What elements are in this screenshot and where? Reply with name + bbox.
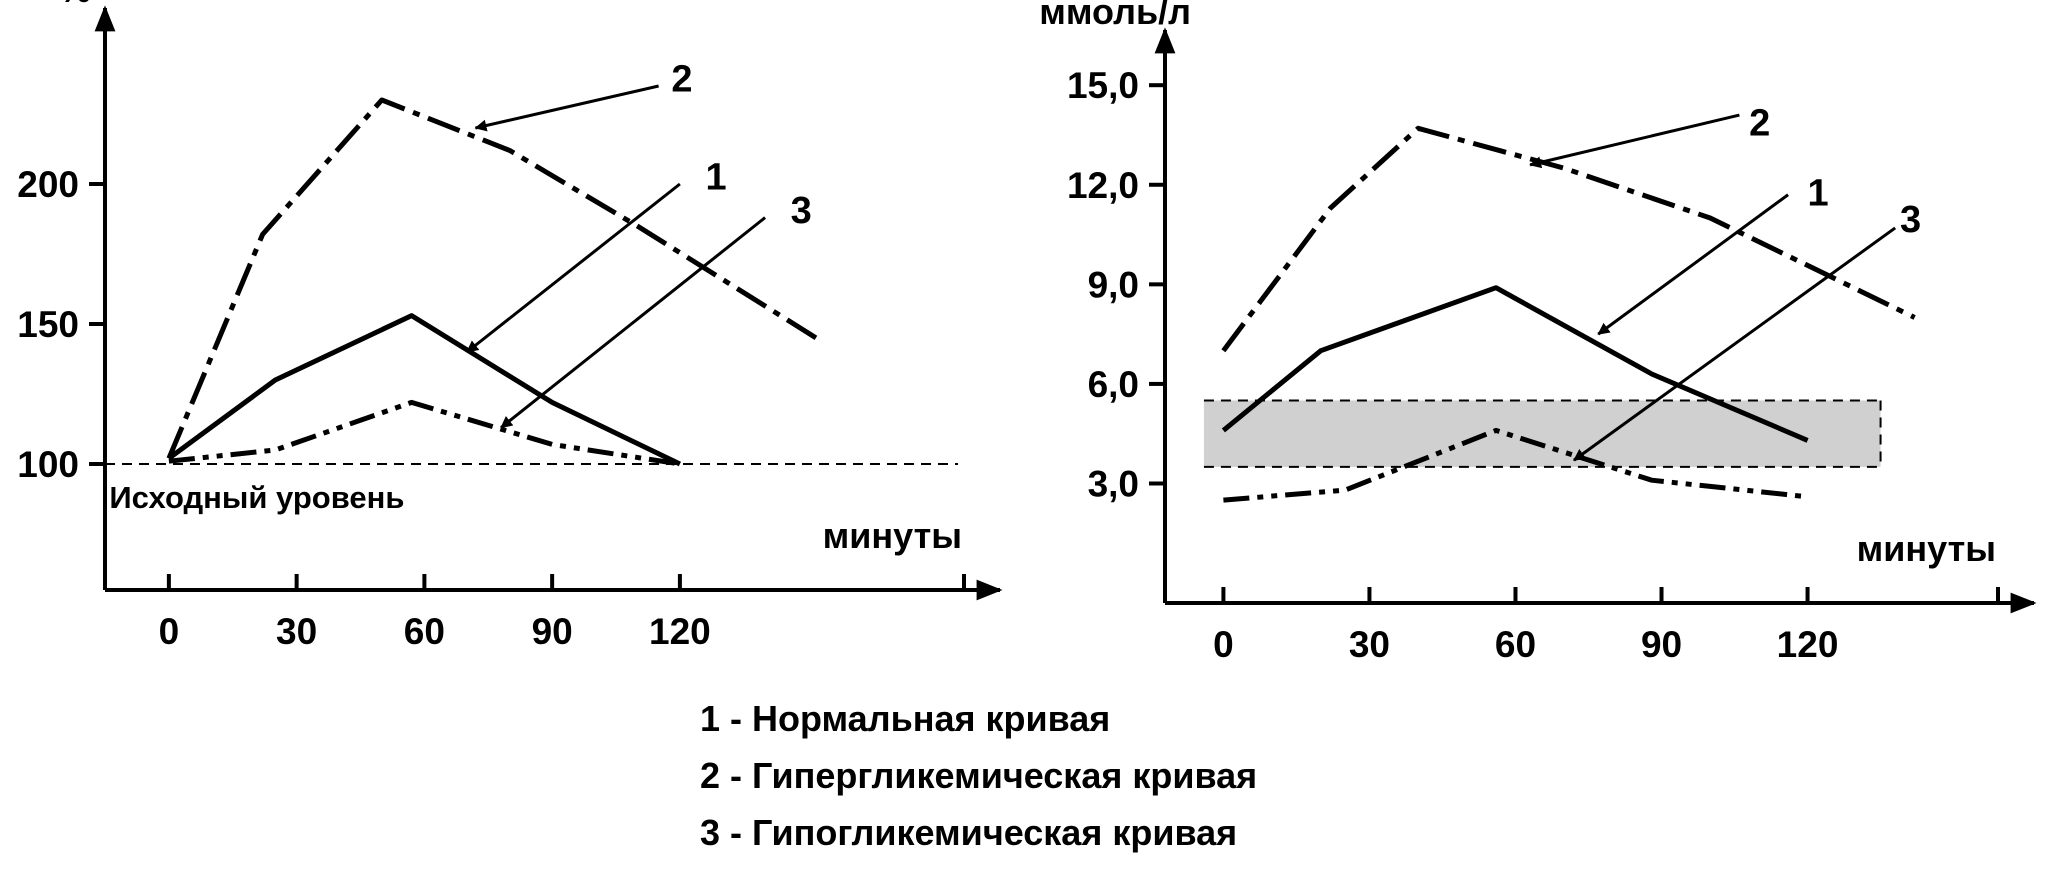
annotation-label-3: 3	[1900, 199, 1921, 241]
series-line-1	[1221, 285, 1809, 443]
series-line-3	[1223, 427, 1808, 503]
baseline-label: Исходный уровень	[109, 480, 404, 515]
y-tick-label: 200	[17, 164, 79, 205]
x-tick-label: 90	[532, 611, 573, 652]
x-tick-label: 120	[1777, 624, 1839, 665]
annotation-label-1: 1	[705, 157, 726, 199]
x-tick-label: 60	[1495, 624, 1536, 665]
x-tick-label: 120	[649, 611, 711, 652]
annotation-arrow-1	[1597, 193, 1789, 336]
series-line-2	[166, 97, 818, 460]
annotation-label-2: 2	[1749, 103, 1770, 145]
x-tick-label: 60	[404, 611, 445, 652]
x-tick-label: 90	[1641, 624, 1682, 665]
legend-item-hyperglycemic-curve: 2 - Гипергликемическая кривая	[700, 755, 1258, 796]
y-tick-label: 9,0	[1088, 264, 1139, 305]
y-tick-label: 150	[17, 304, 79, 345]
normal-range-band	[1203, 400, 1881, 467]
annotation-arrow-2	[1529, 113, 1740, 169]
x-tick-label: 30	[1349, 624, 1390, 665]
left-chart-percent: Исходный уровень 100 150 200 0 30 60 90 120% мину…	[17, 0, 1003, 652]
x-tick-label: 0	[1213, 624, 1234, 665]
annotation-arrow-1	[466, 182, 681, 354]
x-tick-label: 30	[276, 611, 317, 652]
x-axis-title: минуты	[1857, 528, 1996, 569]
y-tick-label: 15,0	[1067, 65, 1139, 106]
series-line-3	[168, 399, 681, 467]
annotation-arrow-3	[1573, 226, 1897, 462]
y-axis-title: %	[59, 0, 91, 10]
y-tick-label: 12,0	[1067, 165, 1139, 206]
legend-item-hypoglycemic-curve: 3 - Гипогликемическая кривая	[700, 812, 1238, 853]
y-tick-label: 100	[17, 444, 79, 485]
x-axis-title: минуты	[823, 515, 962, 556]
annotation-arrow-3	[500, 216, 767, 429]
right-chart-mmol: 3,0 6,0 9,0 12,0 15,0 0 30 60 90 120 ммоль/л минуты…	[1039, 0, 2037, 665]
y-axis-title: ммоль/л	[1039, 0, 1191, 32]
annotation-label-3: 3	[791, 190, 812, 232]
legend: 1 - Нормальная кривая 2 - Гипергликемиче…	[700, 690, 1257, 861]
annotation-label-2: 2	[671, 59, 692, 101]
series-line-1	[167, 313, 681, 467]
y-tick-label: 6,0	[1088, 364, 1139, 405]
series-line-2	[1221, 125, 1916, 353]
annotation-label-1: 1	[1808, 172, 1829, 214]
x-tick-label: 0	[159, 611, 180, 652]
annotation-arrow-2	[474, 84, 659, 132]
y-tick-label: 3,0	[1088, 464, 1139, 505]
legend-item-normal-curve: 1 - Нормальная кривая	[700, 698, 1111, 739]
